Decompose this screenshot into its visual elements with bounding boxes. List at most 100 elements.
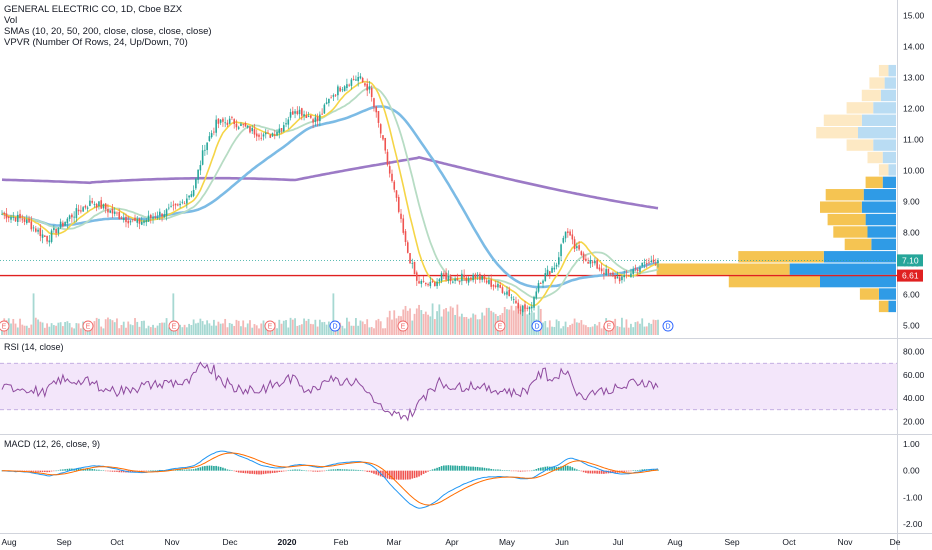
macd-histogram-bar [255, 470, 258, 475]
volume-bar [391, 319, 393, 335]
candle-body [652, 259, 655, 263]
volume-bar [294, 318, 296, 335]
volume-bar [154, 327, 157, 335]
candle-body [75, 208, 78, 219]
sma-legend[interactable]: SMAs (10, 20, 50, 200, close, close, clo… [4, 26, 212, 37]
volume-bar [116, 318, 118, 335]
macd-histogram-bar [325, 470, 328, 471]
macd-histogram-bar [339, 469, 341, 471]
volume-bar [627, 327, 630, 335]
symbol-title[interactable]: GENERAL ELECTRIC CO, 1D, Cboe BZX [4, 4, 183, 15]
volume-bar [440, 316, 443, 335]
candle-body [382, 135, 384, 140]
macd-histogram-bar [467, 466, 470, 471]
volume-bar [282, 320, 285, 335]
macd-title: MACD (12, 26, close, 9) [4, 439, 100, 449]
macd-histogram-bar [289, 469, 292, 471]
volume-bar [145, 328, 148, 335]
macd-histogram-bar [555, 467, 558, 471]
candle-body [375, 106, 378, 113]
candle-body [332, 95, 335, 97]
volume-bar [447, 311, 450, 335]
rsi-pane[interactable]: RSI (14, close) [0, 342, 897, 422]
macd-histogram-bar [44, 470, 46, 473]
macd-histogram-bar [48, 470, 51, 473]
macd-histogram-bar [431, 469, 434, 471]
macd-histogram-bar [287, 470, 290, 472]
volume-bar [623, 327, 626, 335]
vpvr-up-bar [867, 151, 883, 164]
macd-histogram-bar [479, 467, 481, 471]
candle-body [71, 214, 73, 218]
macd-histogram-bar [224, 468, 226, 471]
candle-body [470, 277, 472, 280]
macd-histogram-bar [382, 470, 384, 478]
volume-bar [226, 327, 229, 335]
candle-body [481, 275, 483, 280]
event-marker-label: D [534, 324, 539, 331]
macd-histogram-bar [501, 470, 504, 471]
macd-histogram-bar [269, 470, 272, 474]
time-tick-label: Oct [782, 537, 796, 547]
vol-legend[interactable]: Vol [4, 15, 18, 26]
macd-histogram-bar [149, 470, 152, 472]
macd-tick-label: 1.00 [903, 439, 920, 449]
macd-histogram-bar [262, 470, 265, 475]
candle-body [612, 272, 614, 275]
volume-bar [152, 324, 154, 335]
volume-bar [61, 326, 64, 335]
volume-bar [77, 323, 80, 335]
volume-bar [632, 327, 635, 335]
candle-body [5, 213, 8, 219]
sma50-line [2, 105, 659, 289]
macd-histogram-bar [397, 470, 400, 480]
candle-body [366, 83, 368, 91]
macd-histogram-bar [282, 470, 285, 472]
candle-body [89, 200, 91, 207]
macd-pane[interactable]: MACD (12, 26, close, 9) [1, 439, 659, 509]
volume-bar [23, 325, 26, 335]
candle-body [650, 260, 653, 263]
volume-bar [575, 322, 578, 335]
price-tick-label: 14.00 [903, 41, 925, 51]
candle-body [445, 272, 447, 280]
volume-bar [467, 318, 470, 335]
macd-histogram-bar [77, 468, 80, 471]
macd-histogram-bar [481, 467, 483, 471]
volume-bar [445, 308, 447, 335]
candle-body [573, 239, 576, 250]
candle-body [648, 261, 650, 263]
candle-body [28, 218, 30, 223]
candle-body [104, 203, 107, 210]
candle-body [551, 267, 553, 273]
candle-body [560, 244, 562, 257]
candle-body [186, 198, 188, 204]
candle-body [21, 219, 24, 221]
volume-bar [129, 324, 132, 335]
volume-bar [318, 319, 321, 335]
macd-histogram-bar [323, 470, 326, 472]
volume-bar [546, 327, 549, 335]
vpvr-down-bar [789, 263, 896, 275]
candle-body [165, 209, 168, 217]
candle-body [582, 253, 585, 260]
vpvr-legend[interactable]: VPVR (Number Of Rows, 24, Up/Down, 70) [4, 37, 188, 48]
volume-bar [251, 327, 254, 335]
candle-body [350, 79, 353, 86]
candle-body [25, 219, 28, 224]
candle-body [80, 210, 82, 212]
macd-tick-label: -1.00 [903, 492, 923, 502]
candle-body [41, 234, 44, 238]
macd-histogram-bar [447, 465, 450, 471]
volume-bar [98, 318, 100, 335]
macd-histogram-bar [192, 469, 195, 471]
macd-histogram-bar [316, 470, 319, 472]
macd-histogram-bar [445, 465, 447, 471]
vpvr-up-bar [861, 89, 881, 102]
volume-bar [616, 326, 619, 335]
price-tick-label: 5.00 [903, 321, 920, 331]
volume-bar [375, 320, 378, 335]
candle-body [630, 273, 632, 278]
